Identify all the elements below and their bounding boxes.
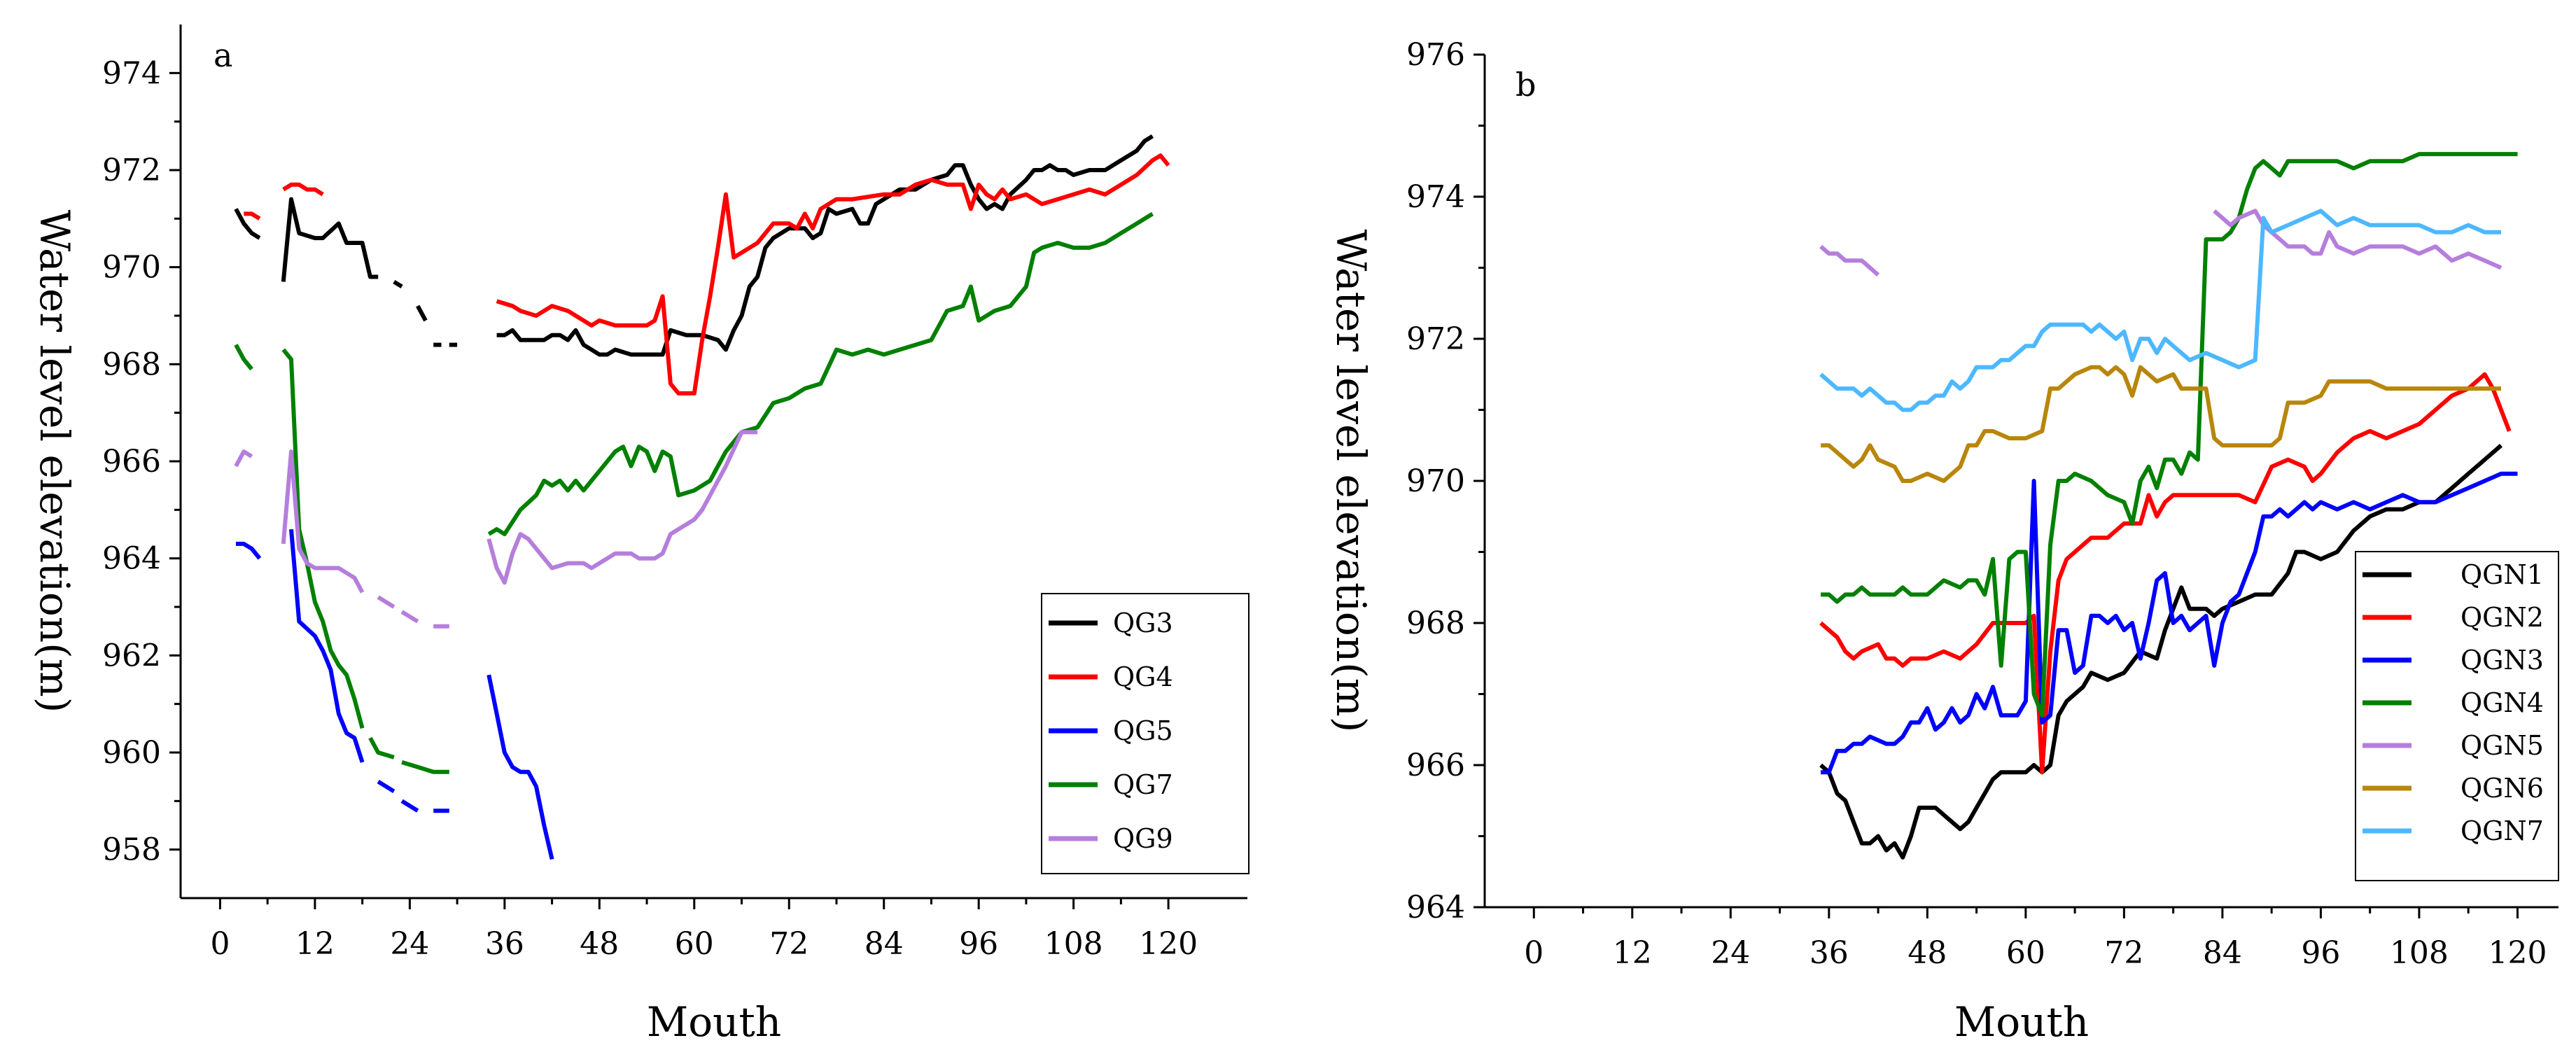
panel-b-x-tick-label: 72 [2104,935,2143,971]
panel-a-legend-label-qg5: QG5 [1113,715,1173,746]
panel-a-series-line-qg3 [393,279,403,288]
panel-a-series-line-qg7 [281,348,365,729]
panel-b-legend-label-qgn1: QGN1 [2460,559,2544,590]
panel-a-series-line-qg7 [487,211,1154,536]
panel-a-series-line-qg5 [486,674,554,860]
panel-a-x-tick-label: 84 [864,926,904,962]
panel-b-series-line-qgn4 [1821,152,2518,718]
panel-b-x-tick-label: 108 [2390,935,2449,971]
panel-a-x-tick-label: 36 [485,926,524,962]
panel-a-y-tick-label: 962 [102,638,161,673]
panel-a-x-tick-label: 72 [769,926,808,962]
panel-b-x-tick-label: 120 [2488,935,2547,971]
panel-a-series-line-qg3 [281,197,379,282]
panel-b-series-line-qgn3 [1821,471,2518,775]
panel-a-series-line-qg7 [401,760,449,774]
panel-b-series-line-qgn6 [1821,365,2501,483]
panel-a-x-tick-label: 120 [1139,926,1198,962]
panel-b-series-line-qgn2 [1819,372,2512,775]
panel-a-series-line-qg4 [496,153,1170,396]
panel-a-y-tick-label: 968 [102,346,161,382]
panel-a-y-tick-label: 972 [102,153,161,188]
panel-a-x-tick-label: 0 [210,926,230,962]
panel-b-x-tick-label: 12 [1613,935,1652,971]
panel-a-x-tick-label: 48 [580,926,619,962]
panel-b-series-line-qgn5 [1819,244,1880,276]
panel-a-y-tick-label: 958 [102,832,161,868]
panel-a-series-line-qg5 [400,799,419,813]
panel-b-y-axis-title: Water level elevation(m) [1327,230,1375,733]
panel-b-legend-label-qgn6: QGN6 [2460,773,2544,804]
panel-a-series-line-qg9 [377,595,396,609]
panel-a-series-line-qg9 [234,449,253,468]
panel-a-series-line-qg5 [289,528,365,763]
panel-b: 0 12 24 36 48 60 72 84 96 108 120 964 966 968 970 972 97… [1327,37,2559,1046]
panel-b-x-tick-label: 48 [1907,935,1947,971]
panel-b-x-tick-label: 60 [2006,935,2045,971]
panel-a-y-tick-label: 964 [102,541,161,577]
panel-a-series-line-qg9 [486,430,758,585]
panel-a-series-line-qg7 [234,344,253,371]
panel-b-x-tick-label: 96 [2301,935,2340,971]
panel-a-series-line-qg3 [234,208,261,240]
panel-b-y-tick-label: 976 [1406,37,1465,73]
panel-b-legend-label-qgn5: QGN5 [2460,730,2544,761]
panel-a-x-tick-label: 12 [295,926,335,962]
panel-b-y-tick-label: 970 [1406,463,1465,499]
panel-b-series-line-qgn1 [1819,444,2502,860]
panel-b-y-tick-label: 964 [1406,890,1465,925]
panel-b-series-line-qgn5 [2213,209,2502,270]
panel-b-x-tick-label: 84 [2203,935,2242,971]
panel-a-legend-label-qg4: QG4 [1113,662,1173,692]
panel-a-panel-letter: a [214,36,232,74]
panel-b-legend-label-qgn2: QGN2 [2460,602,2544,633]
panel-a-series-line-qg7 [368,736,395,760]
panel-b-series-line-qgn7 [1819,209,2501,412]
panel-b-legend-label-qgn3: QGN3 [2460,645,2544,676]
panel-a-series-line-qg4 [282,182,324,197]
panel-a-series-line-qg5 [236,541,262,560]
panel-a-x-tick-label: 96 [959,926,998,962]
panel-a-legend-label-qg3: QG3 [1113,608,1173,638]
panel-a-series-line-qg9 [281,449,365,594]
panel-a-legend-label-qg9: QG9 [1113,823,1173,854]
panel-b-x-tick-label: 24 [1711,935,1750,971]
panel-a-series-line-qg3 [416,304,428,322]
panel-a-legend-label-qg7: QG7 [1113,769,1173,800]
panel-a-series-line-qg5 [377,780,396,794]
panel-b-y-tick-label: 966 [1406,748,1465,783]
panel-a-series-line-qg9 [400,610,419,624]
panel-b-x-tick-label: 0 [1524,935,1544,971]
panel-a-y-tick-label: 960 [102,735,161,771]
panel-a-y-axis-title: Water level elevation(m) [31,210,78,713]
panel-b-legend-label-qgn4: QGN4 [2460,687,2544,718]
panel-b-x-tick-label: 36 [1809,935,1849,971]
panel-a-x-axis-title: Mouth [647,998,781,1046]
panel-b-y-tick-label: 972 [1406,321,1465,357]
panel-a-x-tick-label: 108 [1044,926,1103,962]
panel-b-legend-box [2355,551,2559,881]
panel-a-series-line-qg4 [244,211,261,220]
panel-a-x-tick-label: 60 [675,926,714,962]
panel-a-x-tick-label: 24 [390,926,429,962]
panel-b-x-axis-title: Mouth [1954,998,2089,1046]
panel-a-y-tick-label: 966 [102,444,161,479]
panel-a-series-line-qg3 [496,134,1154,357]
panel-b-y-tick-label: 974 [1406,179,1465,215]
panel-b-panel-letter: b [1516,66,1536,104]
panel-a-y-tick-label: 970 [102,250,161,286]
panel-a-legend-box [1041,593,1250,874]
panel-a-y-tick-label: 974 [102,55,161,91]
panel-a: 0 12 24 36 48 60 72 84 96 108 120 958 960 962 964 966 96… [31,24,1250,1046]
panel-b-legend-label-qgn7: QGN7 [2460,816,2544,846]
panel-b-y-tick-label: 968 [1406,606,1465,641]
